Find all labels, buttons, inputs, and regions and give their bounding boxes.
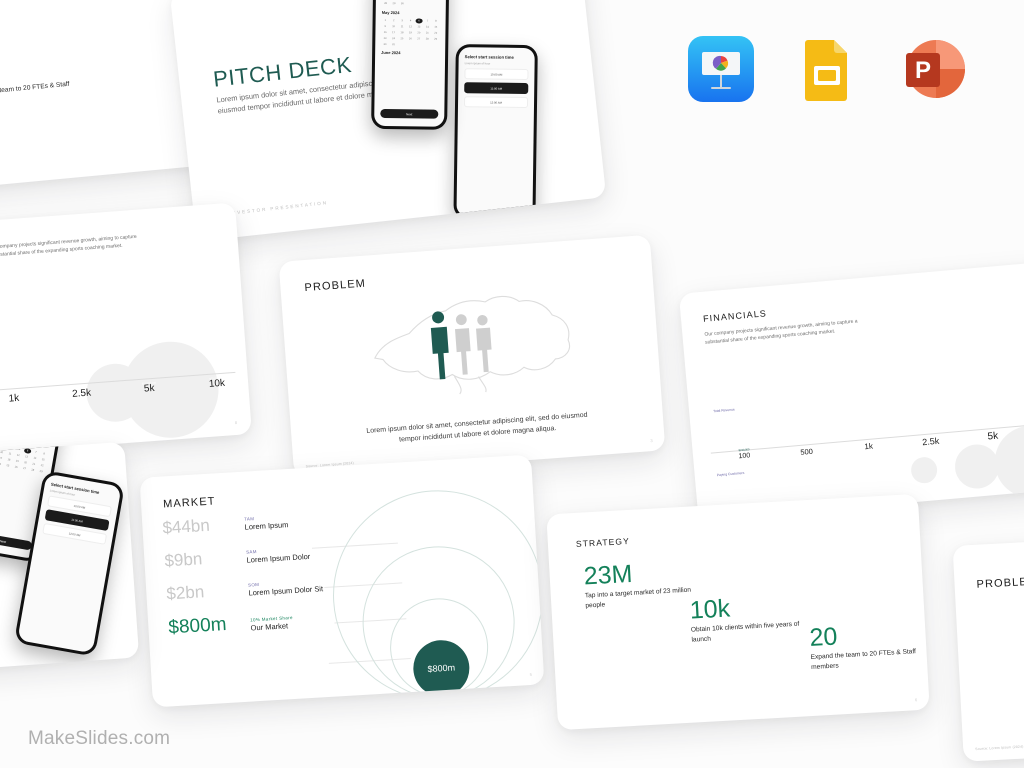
kpi-clients: 10k Obtain 10k clients within five years…	[689, 593, 801, 645]
market-row-our-market: $800m 10% Market Share Our Market	[168, 608, 326, 639]
kpi-team: 20 Expand the team to 20 FTEs & Staff me…	[0, 51, 77, 108]
person-icon-gray-middle	[454, 314, 471, 375]
slide-card-strategy[interactable]: STRATEGY 23M Tap into a target market of…	[546, 493, 930, 731]
time-option-2[interactable]: 11:00 AM	[464, 82, 529, 95]
x-tick-label: 5k	[987, 430, 999, 443]
calendar-month-label: May 2024	[381, 9, 400, 16]
kpi-team: 20 Expand the team to 20 FTEs & Staff me…	[809, 620, 921, 672]
app-icon-row: P	[688, 36, 966, 102]
chart-bars: $2,300,000 $5,750,000 $11,500,000 $23,00…	[0, 269, 232, 396]
slide-card-financials[interactable]: FINANCIALS Our company projects signific…	[678, 259, 1024, 521]
financials-description: Our company projects significant revenue…	[704, 318, 858, 346]
person-icon-highlighted	[430, 311, 449, 380]
market-row-tam: $44bn TAM Lorem Ipsum	[162, 509, 320, 538]
slide-card-pitch-deck[interactable]: PITCH DECK Lorem ipsum dolor sit amet, c…	[169, 0, 607, 242]
market-value: $9bn	[163, 549, 203, 571]
region-map-icon	[374, 295, 571, 395]
market-name: Lorem Ipsum	[244, 520, 289, 532]
page-number: 6	[914, 697, 918, 703]
market-name: Our Market	[250, 621, 289, 633]
kpi-team-caption: Expand the team to 20 FTEs & Staff membe…	[0, 80, 70, 98]
financials-crop-chart: $2,300,000 $5,750,000 $11,500,000 $23,00…	[0, 269, 239, 437]
bar-column: $2,300,000	[0, 388, 29, 396]
market-rows: $44bn TAM Lorem Ipsum $9bn SAM Lorem Ips…	[162, 509, 326, 652]
x-tick-label: 2.5k	[921, 435, 940, 448]
bar: $5,750,000	[65, 383, 97, 391]
market-value: $44bn	[161, 515, 211, 538]
time-option-3[interactable]: 12:00 AM	[463, 96, 529, 109]
kpi-number: 20	[808, 622, 839, 653]
calendar-prev-tail: 28 29 30	[384, 1, 404, 6]
phone-time-sub: Lorem ipsum of hour	[464, 61, 491, 66]
bar-column: $11,500,000	[133, 378, 164, 386]
slide-card-problem-crop[interactable]: PROBLEM Source: Lorem Ipsum (2024)	[952, 530, 1024, 762]
x-tick-label: 5k	[143, 382, 155, 395]
kpi-target-market: 23M Tap into a target market of 23 milli…	[583, 558, 695, 610]
bar-column: $23,000,000	[201, 373, 232, 381]
phone-time-heading: Select start session time	[464, 54, 514, 60]
market-row-sam: $9bn SAM Lorem Ipsum Dolor	[164, 542, 322, 571]
slide-card-market[interactable]: MARKET $800m $44bn TAM Lorem Ipsum $9bn …	[139, 454, 545, 708]
financials-crop-description: Our company projects significant revenue…	[0, 233, 137, 259]
pitch-deck-footer: INVESTOR PRESENTATION	[228, 200, 329, 216]
x-tick-label: 10k	[208, 377, 226, 390]
slide-card-phone-mockups[interactable]: Select start session date Lorem ipsum co…	[0, 441, 140, 679]
calendar-next-button[interactable]: Next	[380, 108, 439, 119]
page-number: 3	[650, 438, 653, 444]
problem-body-text: Lorem ipsum dolor sit amet, consectetur …	[366, 411, 588, 444]
bar: $11,500,000	[133, 378, 164, 386]
site-watermark: MakeSlides.com	[28, 728, 171, 749]
market-rings-diagram: $800m	[318, 468, 545, 707]
calendar-next-button[interactable]: Next	[0, 531, 33, 551]
x-tick-label: 1k	[864, 441, 874, 452]
market-value: $800m	[167, 613, 228, 639]
time-option-1[interactable]: 10:00 AM	[464, 68, 529, 81]
kpi-number: 23M	[582, 559, 634, 591]
problem-title: PROBLEM	[304, 277, 367, 295]
google-slides-icon[interactable]	[794, 36, 860, 102]
svg-text:P: P	[915, 57, 931, 84]
keynote-icon[interactable]	[688, 36, 754, 102]
powerpoint-icon[interactable]: P	[900, 36, 966, 102]
phone-mockup-time: Select start session time Lorem ipsum of…	[453, 44, 538, 221]
bar: $2,300,000	[0, 388, 29, 396]
slide-card-financials-crop[interactable]: Our company projects significant revenue…	[0, 202, 252, 466]
financials-title: FINANCIALS	[702, 308, 768, 324]
map-illustration	[282, 275, 661, 412]
x-tick-label: 500	[799, 446, 814, 457]
market-row-som: $2bn SOM Lorem Ipsum Dolor Sit	[166, 575, 324, 604]
kpi-number: 10k	[689, 594, 731, 625]
page-number: 8	[234, 419, 238, 426]
slide-card-problem[interactable]: PROBLEM	[278, 234, 666, 478]
page-number: 5	[529, 671, 533, 678]
phone-mockup-date: Select start session date Lorem ipsum co…	[371, 0, 450, 130]
problem-crop-title: PROBLEM	[976, 575, 1024, 591]
x-tick-label: 1k	[8, 392, 20, 405]
calendar-selected-day[interactable]: 6	[415, 18, 423, 24]
bar-column: $5,750,000	[65, 383, 97, 391]
market-value: $2bn	[165, 582, 205, 604]
person-icon-gray-right	[476, 314, 492, 373]
strategy-title: STRATEGY	[575, 535, 631, 549]
calendar-next-month-label: June 2024	[381, 49, 401, 56]
problem-crop-source: Source: Lorem Ipsum (2024)	[975, 744, 1024, 752]
bar: $23,000,000	[201, 373, 232, 381]
market-title: MARKET	[162, 495, 216, 511]
x-tick-label: 2.5k	[71, 387, 92, 400]
